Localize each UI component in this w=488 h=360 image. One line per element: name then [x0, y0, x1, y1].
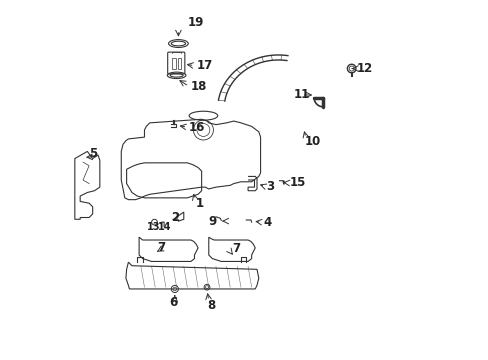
Bar	[172, 58, 175, 68]
Text: 9: 9	[207, 215, 216, 228]
Text: 3: 3	[266, 180, 274, 193]
Text: 7: 7	[231, 242, 240, 255]
Text: 16: 16	[189, 121, 205, 134]
Text: 5: 5	[89, 147, 97, 160]
Text: 18: 18	[190, 80, 207, 93]
Text: 6: 6	[169, 296, 177, 309]
Bar	[177, 58, 181, 68]
Text: 11: 11	[293, 89, 309, 102]
Text: 17: 17	[196, 59, 212, 72]
Text: 13: 13	[147, 222, 161, 232]
Text: 7: 7	[157, 240, 165, 254]
Text: 4: 4	[263, 216, 271, 229]
Text: 8: 8	[207, 298, 216, 311]
Text: 10: 10	[304, 135, 320, 148]
Text: 15: 15	[289, 176, 305, 189]
Text: 19: 19	[187, 16, 203, 29]
Text: 2: 2	[171, 211, 179, 224]
Text: 14: 14	[157, 222, 171, 232]
Text: 12: 12	[356, 62, 372, 75]
Text: 1: 1	[195, 197, 203, 210]
